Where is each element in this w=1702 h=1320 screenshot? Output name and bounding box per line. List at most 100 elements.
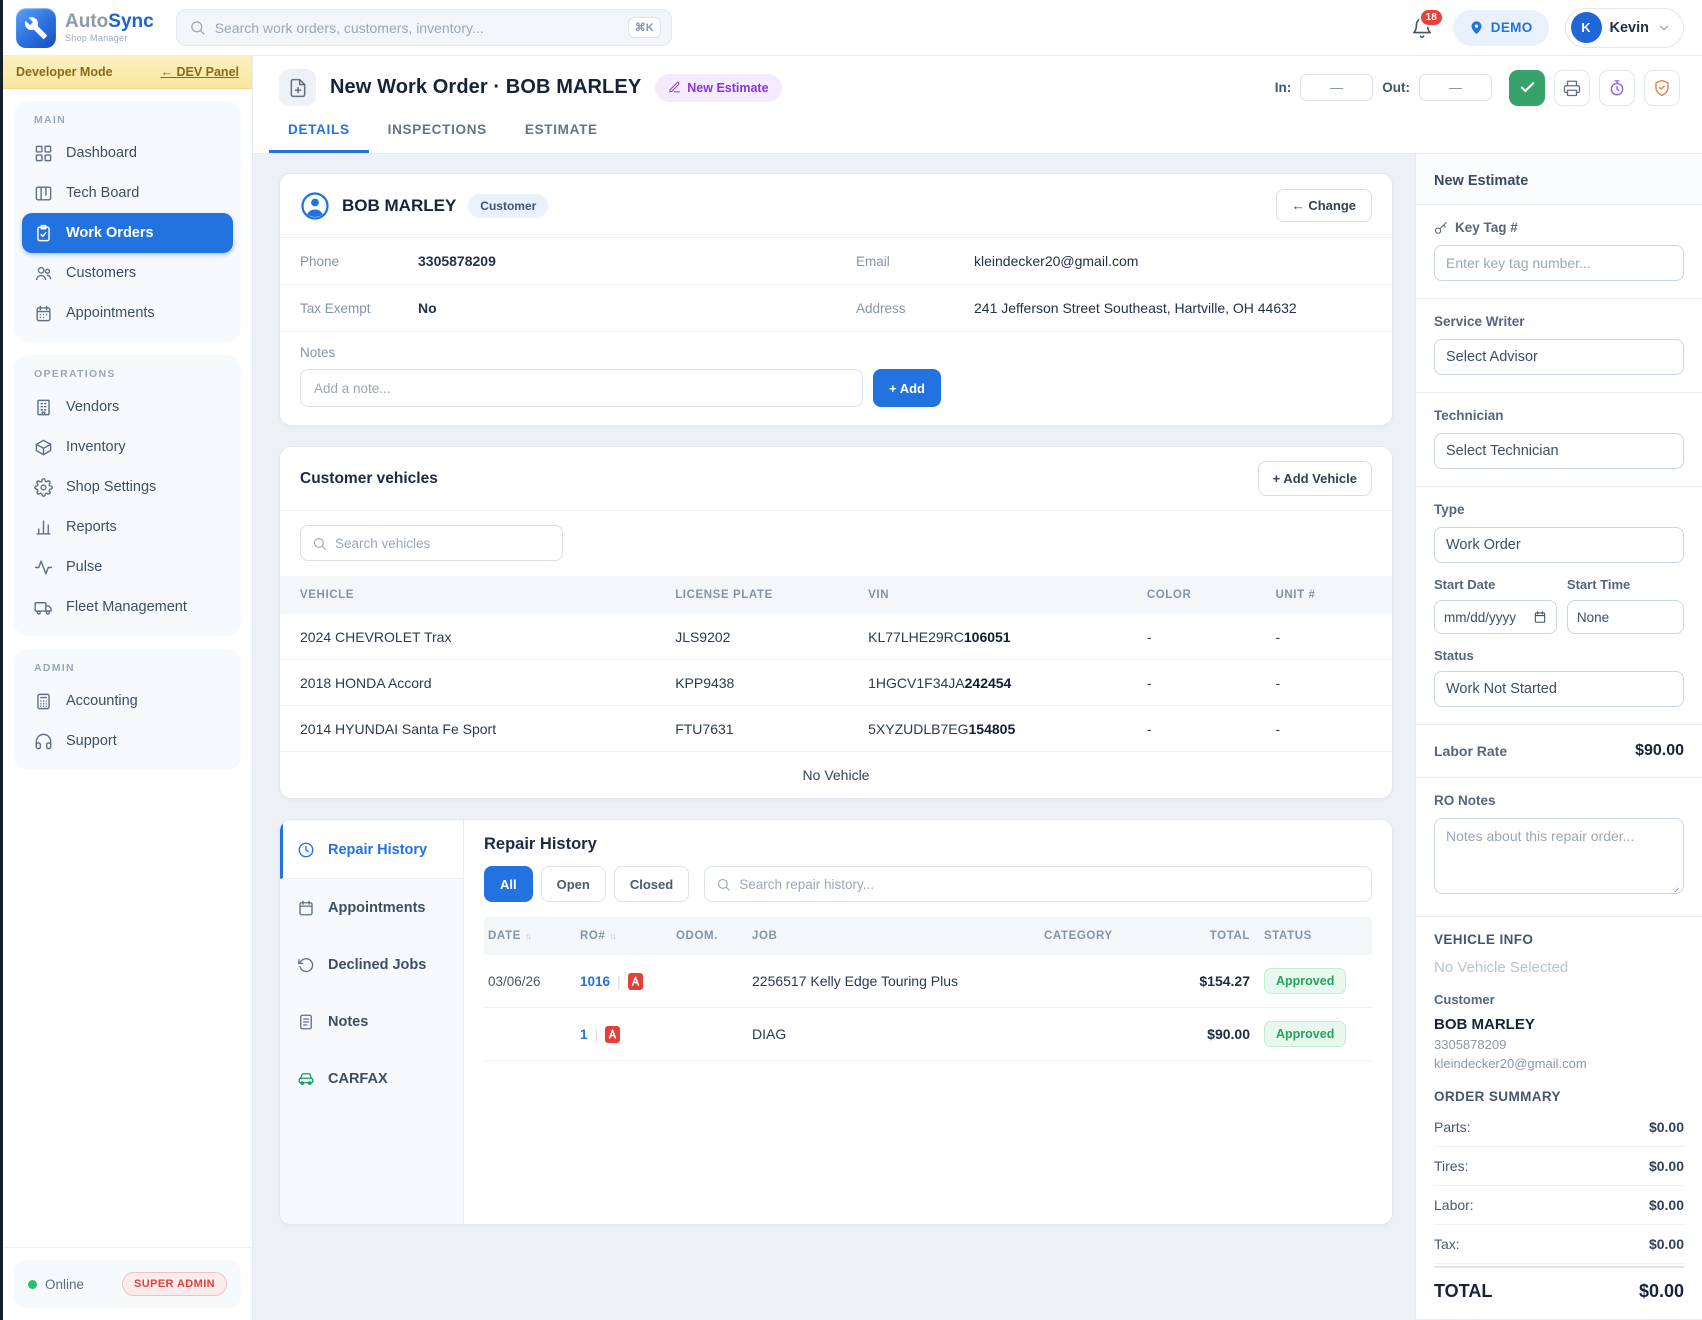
tab-estimate[interactable]: ESTIMATE: [524, 122, 598, 137]
repair-history-search[interactable]: [704, 866, 1372, 902]
sidebar-item-appointments[interactable]: Appointments: [22, 293, 233, 333]
vehicle-search[interactable]: [300, 525, 563, 561]
technician-label: Technician: [1434, 408, 1504, 423]
truck-icon: [34, 598, 53, 617]
pdf-icon[interactable]: [627, 972, 643, 990]
sidebar-item-vendors[interactable]: Vendors: [22, 387, 233, 427]
ro-number-link[interactable]: 1016: [580, 973, 611, 989]
add-note-input[interactable]: [300, 369, 863, 407]
sidebar-item-pulse[interactable]: Pulse: [22, 547, 233, 587]
developer-mode-banner: Developer Mode ← DEV Panel: [3, 56, 252, 89]
key-tag-label: Key Tag #: [1434, 220, 1684, 235]
pencil-icon: [669, 82, 681, 93]
start-date-input[interactable]: mm/dd/yyyy: [1434, 600, 1557, 634]
tax-exempt-label: Tax Exempt: [300, 300, 371, 316]
user-menu[interactable]: K Kevin: [1564, 7, 1684, 48]
details-content: BOB MARLEY Customer ← Change Phone 330587…: [253, 154, 1415, 1320]
sidebar-item-reports[interactable]: Reports: [22, 507, 233, 547]
subnav-notes[interactable]: Notes: [280, 993, 463, 1050]
add-vehicle-button[interactable]: + Add Vehicle: [1257, 461, 1372, 496]
panel-customer-name: BOB MARLEY: [1434, 1016, 1535, 1033]
vehicles-table-header: VEHICLE LICENSE PLATE VIN COLOR UNIT #: [280, 576, 1392, 614]
customer-name: BOB MARLEY: [342, 195, 457, 215]
table-row[interactable]: 2014 HYUNDAI Santa Fe Sport FTU7631 5XYZU…: [280, 706, 1392, 752]
table-row[interactable]: 2024 CHEVROLET Trax JLS9202 KL77LHE29RC10…: [280, 614, 1392, 660]
subnav-appointments[interactable]: Appointments: [280, 879, 463, 936]
time-out-field[interactable]: —: [1419, 74, 1492, 101]
confirm-button[interactable]: [1509, 69, 1545, 106]
change-customer-button[interactable]: ← Change: [1275, 189, 1372, 222]
start-time-select[interactable]: None: [1566, 600, 1684, 634]
dev-panel-link[interactable]: ← DEV Panel: [160, 65, 240, 79]
tab-inspections[interactable]: INSPECTIONS: [387, 122, 487, 137]
pdf-icon[interactable]: [605, 1025, 621, 1043]
subnav-carfax[interactable]: CARFAX: [280, 1050, 463, 1107]
brand-subtitle: Shop Manager: [65, 33, 128, 43]
column-ro[interactable]: RO# ↑↓: [580, 930, 616, 942]
type-select[interactable]: Work Order: [1434, 527, 1684, 563]
no-vehicle-option[interactable]: No Vehicle: [802, 767, 870, 783]
notifications-button[interactable]: 18: [1407, 7, 1444, 43]
add-note-button[interactable]: + Add: [873, 369, 941, 407]
sidebar-item-dashboard[interactable]: Dashboard: [22, 133, 233, 173]
sort-icon: ↑↓: [609, 931, 616, 941]
ro-notes-textarea[interactable]: [1434, 818, 1684, 894]
chevron-down-icon: [1657, 21, 1671, 35]
print-button[interactable]: [1554, 69, 1590, 106]
timer-button[interactable]: [1599, 69, 1635, 106]
sidebar-item-shop-settings[interactable]: Shop Settings: [22, 467, 233, 507]
subnav-repair-history[interactable]: Repair History: [280, 822, 463, 879]
filter-closed-button[interactable]: Closed: [613, 866, 690, 902]
ro-notes-label: RO Notes: [1434, 793, 1496, 808]
activity-icon: [34, 558, 53, 577]
demo-location-button[interactable]: DEMO: [1452, 9, 1549, 46]
table-row[interactable]: 03/06/26 1016 | 2256517 Kelly Edge Touri…: [484, 955, 1372, 1008]
topbar: AutoSync Shop Manager ⌘K 18 DEMO K Kevin: [0, 0, 1702, 56]
sort-icon: ↑↓: [524, 931, 532, 941]
global-search[interactable]: ⌘K: [175, 9, 672, 46]
clipboard-check-icon: [34, 224, 53, 243]
key-tag-input[interactable]: [1434, 245, 1684, 281]
car-icon: [297, 1070, 315, 1088]
filter-all-button[interactable]: All: [484, 866, 533, 902]
service-writer-select[interactable]: Select Advisor: [1434, 339, 1684, 375]
subnav-declined-jobs[interactable]: Declined Jobs: [280, 936, 463, 993]
calculator-icon: [34, 692, 53, 711]
sidebar-item-customers[interactable]: Customers: [22, 253, 233, 293]
app-logo[interactable]: AutoSync Shop Manager: [16, 7, 154, 48]
table-row[interactable]: 2018 HONDA Accord KPP9438 1HGCV1F34JA2424…: [280, 660, 1392, 706]
sidebar-footer: Online SUPER ADMIN: [3, 1247, 252, 1320]
labor-rate-row: Labor Rate $90.00: [1416, 725, 1702, 778]
summary-row-tires: Tires: $0.00: [1434, 1147, 1684, 1186]
brand-name: AutoSync: [65, 11, 154, 32]
map-pin-icon: [1471, 21, 1482, 35]
column-date[interactable]: DATE ↑↓: [488, 930, 532, 942]
order-summary-title: ORDER SUMMARY: [1434, 1089, 1561, 1104]
repair-history-card: Repair History Appointments Declined Job…: [279, 819, 1393, 1225]
customer-vehicles-card: Customer vehicles + Add Vehicle VEHICLEL…: [279, 446, 1393, 799]
summary-total-row: TOTAL $0.00: [1434, 1266, 1684, 1302]
ro-number-link[interactable]: 1: [580, 1026, 588, 1042]
sidebar-item-fleet-management[interactable]: Fleet Management: [22, 587, 233, 627]
table-row[interactable]: 1 | DIAG $90.00 Approved: [484, 1008, 1372, 1061]
new-estimate-badge[interactable]: New Estimate: [655, 73, 782, 102]
wrench-logo-icon: [16, 7, 56, 48]
technician-select[interactable]: Select Technician: [1434, 433, 1684, 469]
sidebar-item-inventory[interactable]: Inventory: [22, 427, 233, 467]
filter-open-button[interactable]: Open: [540, 866, 606, 902]
nav-group-main: MAIN Dashboard Tech Board Work Orders: [14, 101, 241, 342]
vehicle-search-input[interactable]: [335, 535, 551, 551]
sidebar-item-tech-board[interactable]: Tech Board: [22, 173, 233, 213]
kanban-icon: [34, 184, 53, 203]
sidebar-item-work-orders[interactable]: Work Orders: [22, 213, 233, 253]
global-search-input[interactable]: [214, 19, 619, 36]
sidebar-item-accounting[interactable]: Accounting: [22, 681, 233, 721]
super-admin-badge: SUPER ADMIN: [122, 1272, 227, 1296]
warranty-button[interactable]: [1644, 69, 1680, 106]
status-select[interactable]: Work Not Started: [1434, 671, 1684, 707]
time-in-field[interactable]: —: [1300, 74, 1374, 101]
repair-history-search-input[interactable]: [739, 876, 1360, 892]
tab-details[interactable]: DETAILS: [269, 111, 369, 153]
sidebar-item-support[interactable]: Support: [22, 721, 233, 761]
